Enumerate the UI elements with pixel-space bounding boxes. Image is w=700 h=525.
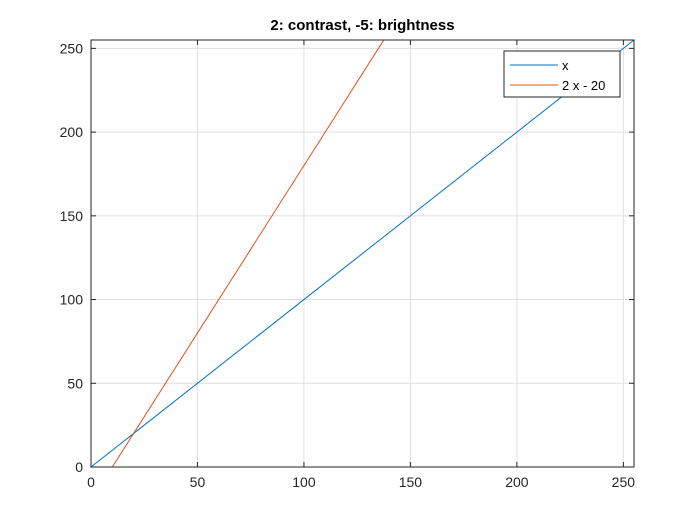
y-tick-label: 150 [60,208,84,224]
legend-box [503,50,621,98]
series-layer [90,39,635,468]
y-tick-label: 200 [60,124,84,140]
x-tick-label: 0 [87,474,95,490]
legend: x 2 x - 20 [503,50,621,98]
series-line-1 [90,39,635,468]
x-tick-label: 50 [190,474,206,490]
legend-label-2: 2 x - 20 [562,78,605,93]
y-tick-label: 100 [60,292,84,308]
x-tick-label: 250 [612,474,636,490]
x-tick-label: 100 [292,474,316,490]
legend-label-1: x [562,58,569,73]
x-tick-label: 200 [505,474,529,490]
y-tick-label: 50 [67,375,83,391]
y-tick-label: 0 [75,459,83,475]
y-tick-label: 250 [60,40,84,56]
plot-area-frame [90,39,635,468]
grid-lines [90,40,634,468]
series-line-2 [111,39,385,468]
chart-title: 2: contrast, -5: brightness [270,17,454,34]
axis-ticks: 0 50 100 150 200 250 0 50 100 150 200 250 [60,40,636,490]
x-tick-label: 150 [399,474,423,490]
